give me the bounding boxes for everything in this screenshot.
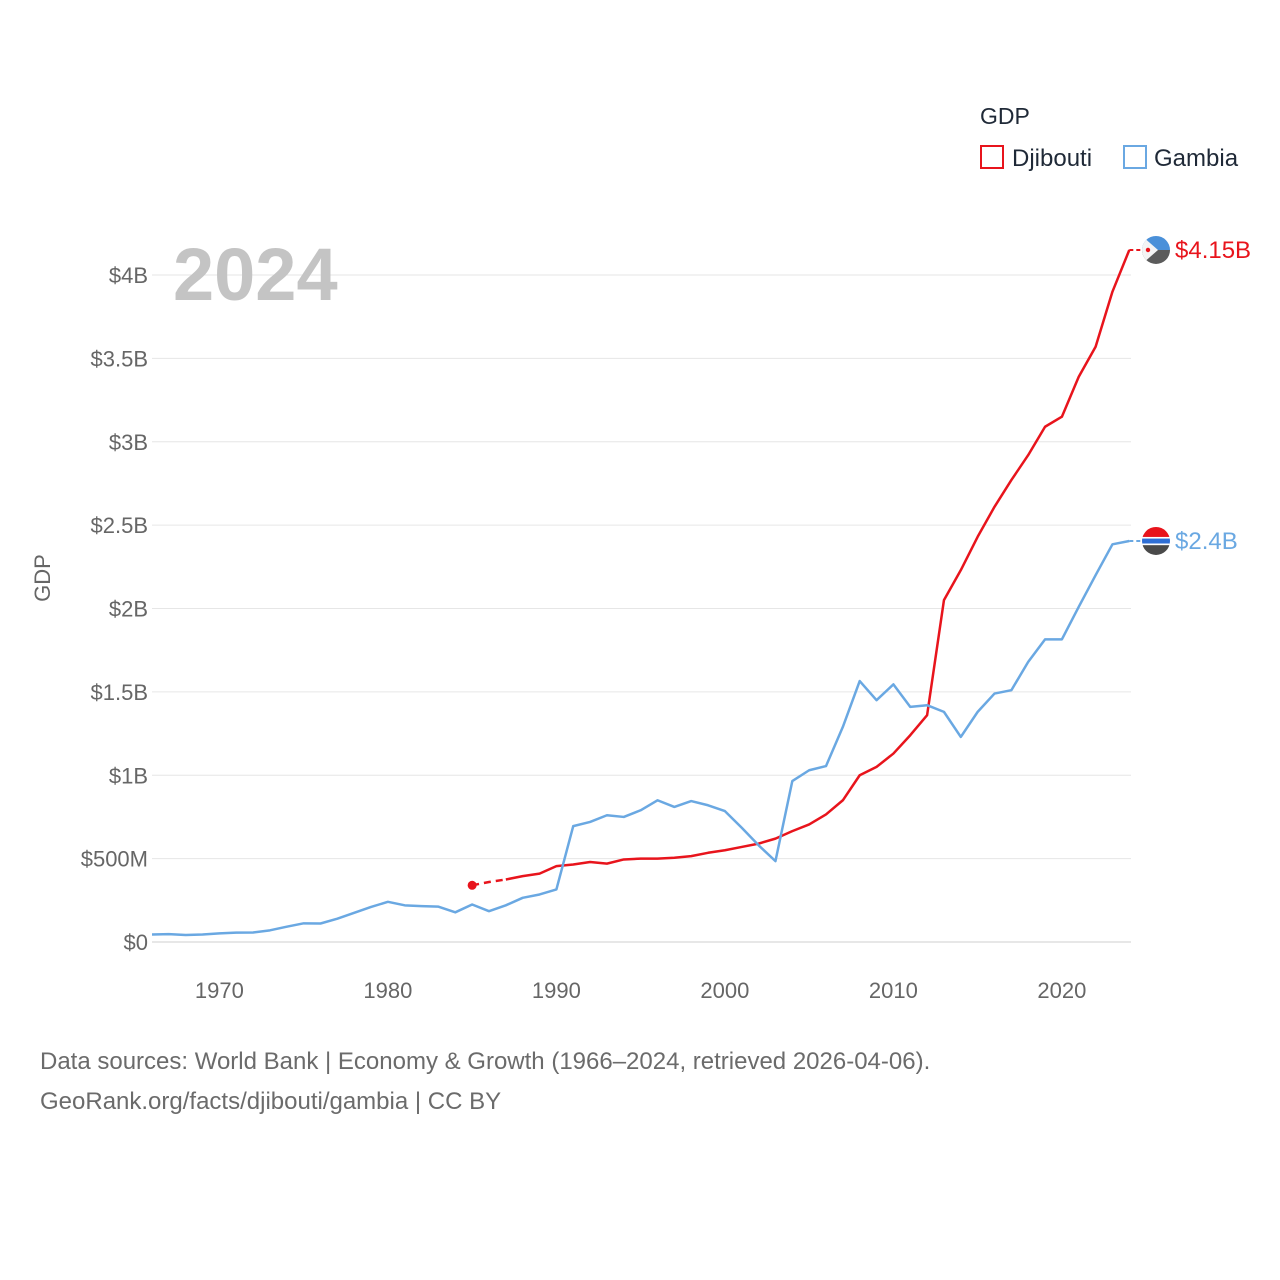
y-tick-label: $1B <box>109 763 148 788</box>
legend-title: GDP <box>980 103 1030 129</box>
gdp-line-chart: $0$500M$1B$1.5B$2B$2.5B$3B$3.5B$4B 1970 1… <box>30 103 1251 1003</box>
series-end-markers: $4.15B $2.4B <box>1129 235 1251 555</box>
y-tick-label: $4B <box>109 263 148 288</box>
y-tick-label: $1.5B <box>91 680 149 705</box>
y-tick-label: $2B <box>109 597 148 622</box>
x-tick-label: 2000 <box>700 978 749 1003</box>
legend: GDP Djibouti Gambia <box>980 103 1239 172</box>
footer: Data sources: World Bank | Economy & Gro… <box>40 1042 1240 1122</box>
series-start-point-djibouti <box>467 880 477 890</box>
flag-djibouti-icon <box>1142 235 1170 264</box>
legend-label-djibouti[interactable]: Djibouti <box>1012 145 1092 172</box>
y-tick-label: $3.5B <box>91 346 149 371</box>
series-line-djibouti-estimated <box>471 878 507 887</box>
footer-sources: Data sources: World Bank | Economy & Gro… <box>40 1048 931 1075</box>
x-tick-label: 1980 <box>363 978 412 1003</box>
y-tick-label: $0 <box>124 930 148 955</box>
x-tick-label: 1990 <box>532 978 581 1003</box>
flag-gambia-icon <box>1142 526 1170 555</box>
series-group <box>151 249 1131 937</box>
x-tick-label: 2020 <box>1037 978 1086 1003</box>
x-axis-ticks: 1970 1980 1990 2000 2010 2020 <box>195 978 1086 1003</box>
x-tick-label: 2010 <box>869 978 918 1003</box>
series-line-djibouti <box>505 249 1131 881</box>
current-year-label: 2024 <box>173 233 338 316</box>
legend-label-gambia[interactable]: Gambia <box>1154 145 1239 172</box>
y-tick-label: $500M <box>81 847 148 872</box>
x-tick-label: 1970 <box>195 978 244 1003</box>
legend-swatch-djibouti[interactable] <box>980 145 1004 169</box>
end-value-label-djibouti: $4.15B <box>1175 237 1251 264</box>
series-line-gambia <box>151 539 1130 937</box>
y-axis-ticks: $0 $500M $1B $1.5B $2B $2.5B $3B $3.5B $4B <box>81 263 148 955</box>
end-value-label-gambia: $2.4B <box>1175 528 1238 555</box>
legend-swatch-gambia[interactable] <box>1123 145 1147 169</box>
footer-link[interactable]: GeoRank.org/facts/djibouti/gambia | CC B… <box>40 1088 502 1115</box>
y-tick-label: $2.5B <box>91 513 149 538</box>
y-axis-title: GDP <box>30 554 55 602</box>
gridlines <box>152 274 1131 943</box>
y-tick-label: $3B <box>109 430 148 455</box>
